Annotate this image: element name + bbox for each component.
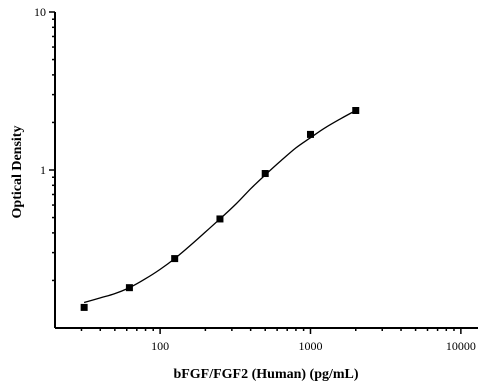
data-point [261,170,269,178]
data-point [125,284,133,292]
data-point [216,215,224,223]
x-tick-label: 100 [151,339,169,353]
x-axis-ticks: 100 1000 10000 [80,328,476,353]
y-tick-label: 10 [34,5,46,19]
fit-curve [83,109,357,304]
data-points [80,107,360,311]
y-axis-ticks: 1 10 [34,5,55,282]
x-tick-label: 10000 [446,339,476,353]
y-tick-label: 1 [40,163,46,177]
data-point [171,255,179,263]
x-tick-label: 1000 [298,339,322,353]
data-point [80,303,88,311]
data-point [352,107,360,115]
y-axis-title: Optical Density [10,126,25,219]
x-axis-title: bFGF/FGF2 (Human) (pg/mL) [173,367,358,382]
data-point [306,130,314,138]
